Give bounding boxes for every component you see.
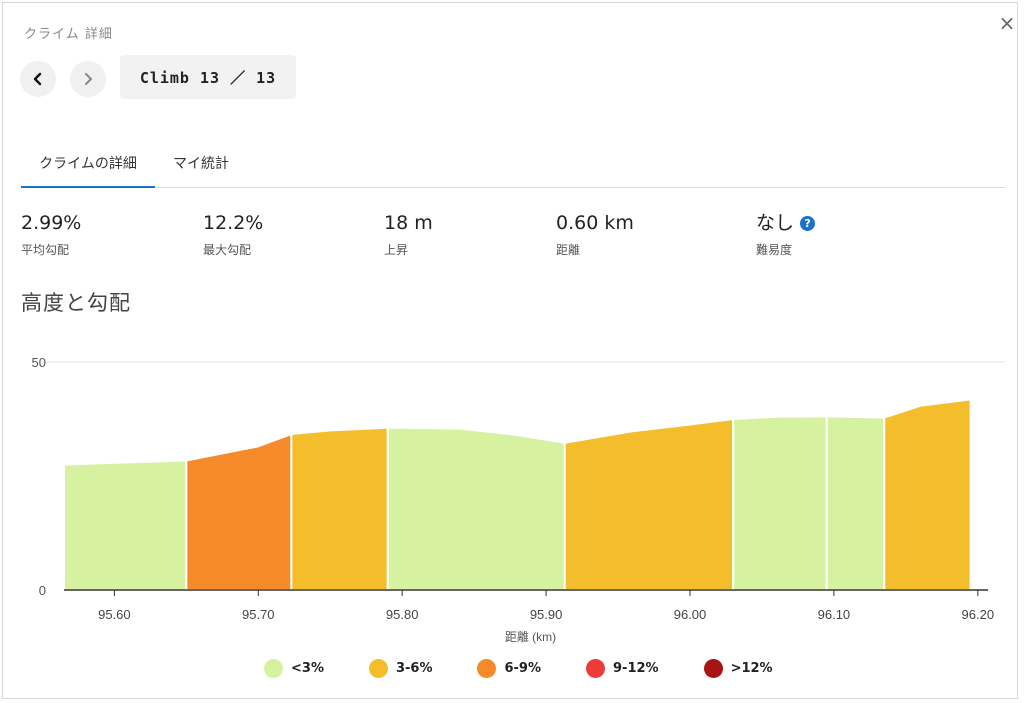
- x-tick-label: 95.80: [386, 607, 419, 622]
- legend-swatch: [368, 658, 388, 678]
- dialog-title: クライム 詳細: [24, 27, 113, 42]
- legend-item-9-12: 9-12%: [586, 658, 659, 678]
- tab-climb-details[interactable]: クライムの詳細: [21, 148, 155, 188]
- legend-label: 9-12%: [613, 660, 659, 676]
- legend-item-3-6: 3-6%: [368, 658, 433, 678]
- legend-swatch: [703, 658, 723, 678]
- y-tick-label: 50: [32, 355, 46, 370]
- legend-swatch: [477, 658, 497, 678]
- grade-segment: [563, 418, 735, 591]
- section-title: 高度と勾配: [21, 291, 131, 315]
- grade-segment: [386, 426, 566, 591]
- x-tick-label: 95.70: [242, 607, 275, 622]
- x-tick-label: 95.90: [530, 607, 563, 622]
- stat-label: 難易度: [756, 243, 793, 257]
- help-icon[interactable]: ?: [800, 216, 816, 231]
- x-tick-label: 95.60: [98, 607, 131, 622]
- close-icon[interactable]: ×: [998, 11, 1016, 35]
- grade-segment: [63, 459, 188, 591]
- legend-label: <3%: [291, 660, 324, 676]
- legend-label: 3-6%: [395, 660, 433, 676]
- grade-segment: [732, 415, 828, 591]
- legend-swatch: [586, 658, 605, 678]
- stat-max-grade: 12.2% 最大勾配: [203, 211, 263, 258]
- stat-label: 最大勾配: [203, 243, 252, 257]
- legend-label: >12%: [730, 660, 773, 676]
- elevation-grade-chart: 0 50 95.60 95.70 95.80 95.90 96.00 96.10 96.20 距離…: [32, 355, 1005, 644]
- legend-item-lt3: <3%: [264, 658, 324, 678]
- legend-item-gt12: >12%: [703, 658, 773, 678]
- chevron-right-icon: [85, 73, 92, 85]
- stat-value: 2.99%: [21, 212, 82, 234]
- y-tick-label: 0: [39, 583, 46, 598]
- stat-value: なし: [756, 212, 795, 234]
- x-tick-label: 96.00: [674, 607, 707, 622]
- stat-label: 平均勾配: [21, 243, 70, 257]
- legend-swatch: [264, 658, 283, 678]
- stat-value: 18 m: [384, 212, 433, 234]
- stat-distance: 0.60 km 距離: [556, 211, 634, 258]
- grade-segment: [825, 415, 886, 591]
- tab-bar: クライムの詳細 マイ統計: [21, 148, 1005, 188]
- stat-label: 距離: [556, 243, 581, 257]
- chevron-left-icon: [33, 72, 42, 86]
- stat-label: 上昇: [384, 243, 409, 257]
- grade-segment: [883, 398, 972, 591]
- next-climb-button[interactable]: [70, 61, 106, 97]
- grade-segment: [290, 426, 389, 591]
- climb-counter: Climb 13 ／ 13: [120, 55, 296, 99]
- stat-value: 0.60 km: [556, 212, 634, 234]
- chart-legend: <3% 3-6% 6-9% 9-12% >12%: [264, 656, 818, 680]
- stat-elevation-gain: 18 m 上昇: [384, 211, 433, 258]
- stat-difficulty: なし? 難易度: [756, 211, 816, 258]
- legend-label: 6-9%: [504, 660, 541, 676]
- stat-average-grade: 2.99% 平均勾配: [21, 211, 81, 258]
- x-axis-label: 距離 (km): [505, 630, 556, 644]
- tab-my-stats[interactable]: マイ統計: [173, 156, 229, 172]
- x-tick-label: 96.20: [962, 607, 995, 622]
- previous-climb-button[interactable]: [20, 61, 56, 97]
- x-tick-label: 96.10: [818, 607, 851, 622]
- legend-item-6-9: 6-9%: [477, 658, 541, 678]
- grade-segment: [185, 433, 293, 591]
- stat-value: 12.2%: [203, 212, 264, 234]
